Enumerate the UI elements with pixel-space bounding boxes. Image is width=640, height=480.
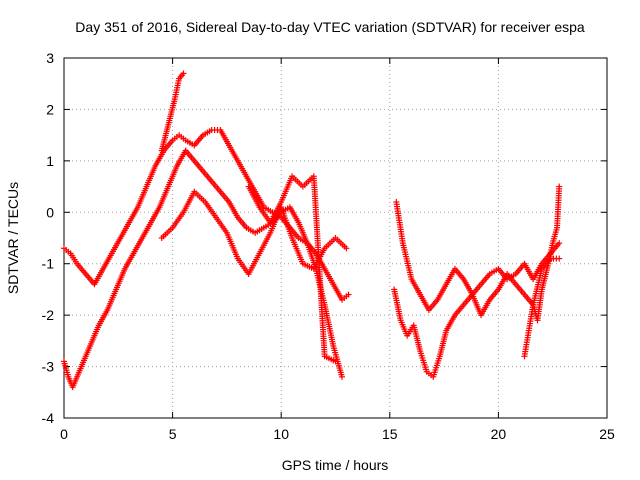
data-points <box>61 70 563 391</box>
x-tick-label: 0 <box>60 426 68 442</box>
data-point <box>345 291 352 298</box>
data-point <box>180 70 187 77</box>
y-tick-label: -2 <box>42 307 55 323</box>
data-point <box>556 183 563 190</box>
y-tick-label: 3 <box>46 50 54 66</box>
axis-ticks: 0 5 10 15 20 25 -4 -3 -2 -1 0 1 2 3 <box>42 50 615 442</box>
data-point <box>556 240 563 247</box>
grid-lines <box>64 58 607 418</box>
y-axis-label: SDTVAR / TECUs <box>5 182 21 294</box>
x-tick-label: 20 <box>491 426 507 442</box>
x-tick-label: 25 <box>599 426 615 442</box>
x-tick-label: 5 <box>169 426 177 442</box>
data-point <box>339 373 346 380</box>
y-tick-label: -1 <box>42 256 55 272</box>
y-tick-label: -4 <box>42 410 55 426</box>
data-point <box>343 245 350 252</box>
y-tick-label: -3 <box>42 359 55 375</box>
x-tick-label: 10 <box>273 426 289 442</box>
data-point <box>332 358 339 365</box>
x-axis-label: GPS time / hours <box>282 457 389 473</box>
y-tick-label: 1 <box>46 153 54 169</box>
plot-frame <box>63 57 608 419</box>
data-point <box>556 255 563 262</box>
y-tick-label: 0 <box>46 204 54 220</box>
chart-title: Day 351 of 2016, Sidereal Day-to-day VTE… <box>75 19 585 35</box>
y-tick-label: 2 <box>46 101 54 117</box>
x-tick-label: 15 <box>382 426 398 442</box>
